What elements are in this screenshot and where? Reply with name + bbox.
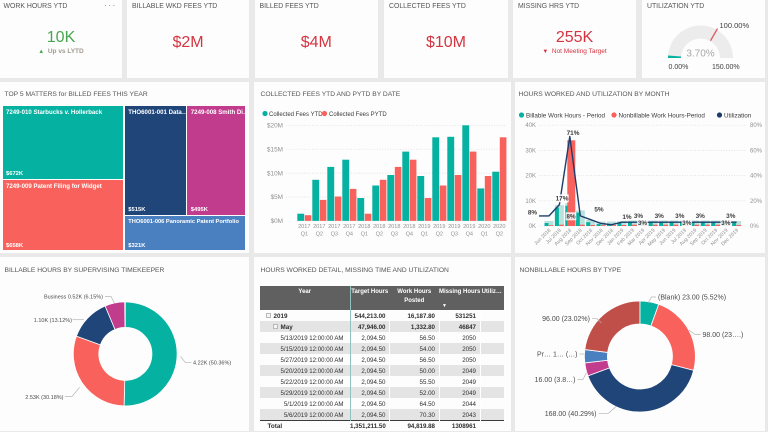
svg-text:$15M: $15M [267,146,283,153]
svg-text:2018: 2018 [388,224,400,230]
svg-text:Business 0.52K (6.15%): Business 0.52K (6.15%) [44,295,103,301]
svg-text:1.10K (13.12%): 1.10K (13.12%) [34,318,72,324]
svg-text:3%: 3% [682,220,692,227]
svg-text:0K: 0K [528,224,535,230]
svg-text:20%: 20% [750,199,763,205]
svg-text:$5M: $5M [270,194,282,201]
svg-text:Q1: Q1 [480,232,487,238]
svg-text:Q4: Q4 [405,232,412,238]
svg-text:Utilization: Utilization [724,113,752,120]
svg-text:2017: 2017 [328,224,340,230]
svg-text:20K: 20K [525,174,536,180]
svg-text:3%: 3% [633,213,643,220]
svg-text:1%: 1% [622,214,632,221]
svg-text:80%: 80% [750,123,763,129]
svg-text:0.00%: 0.00% [669,64,689,71]
svg-text:2019: 2019 [463,224,475,230]
svg-text:Q1: Q1 [360,232,367,238]
svg-text:Q1: Q1 [300,232,307,238]
svg-text:17%: 17% [555,196,568,203]
svg-text:98.00 (23….): 98.00 (23….) [702,332,743,339]
svg-text:40K: 40K [525,123,536,129]
svg-text:Q2: Q2 [375,232,382,238]
svg-text:168.00 (40.29%): 168.00 (40.29%) [544,411,596,418]
svg-text:2020: 2020 [493,224,505,230]
svg-text:5%: 5% [594,207,604,214]
svg-text:2020: 2020 [478,224,490,230]
svg-text:$10M: $10M [267,170,283,177]
svg-text:2019: 2019 [433,224,445,230]
svg-text:4.22K (50.36%): 4.22K (50.36%) [193,361,231,367]
svg-text:Q2: Q2 [435,232,442,238]
svg-text:150.00%: 150.00% [712,64,740,71]
svg-text:Q2: Q2 [495,232,502,238]
svg-text:(Blank) 23.00 (5.52%): (Blank) 23.00 (5.52%) [658,295,726,302]
svg-text:Q2: Q2 [315,232,322,238]
svg-text:40%: 40% [750,174,763,180]
svg-text:100.00%: 100.00% [720,21,750,30]
svg-text:Pr… 1… (…): Pr… 1… (…) [537,352,577,359]
svg-text:3%: 3% [637,220,647,227]
svg-text:2018: 2018 [358,224,370,230]
svg-text:Q3: Q3 [330,232,337,238]
svg-text:2017: 2017 [298,224,310,230]
svg-text:Collected Fees PYTD: Collected Fees PYTD [329,112,387,118]
svg-text:Q3: Q3 [450,232,457,238]
svg-text:3%: 3% [726,213,736,220]
svg-text:3%: 3% [654,213,664,220]
svg-text:2018: 2018 [403,224,415,230]
svg-text:Nonbillable Work Hours-Period: Nonbillable Work Hours-Period [618,113,705,120]
svg-text:60%: 60% [750,148,763,154]
svg-text:Q4: Q4 [345,232,352,238]
svg-text:2017: 2017 [313,224,325,230]
svg-text:3%: 3% [695,213,705,220]
svg-text:8%: 8% [527,209,537,216]
svg-text:$20M: $20M [267,123,283,130]
svg-text:3%: 3% [675,213,685,220]
svg-text:71%: 71% [566,130,579,137]
svg-text:2017: 2017 [343,224,355,230]
svg-text:$0M: $0M [270,218,282,225]
svg-text:8%: 8% [566,214,576,221]
svg-text:Billable Work Hours - Period: Billable Work Hours - Period [526,113,605,120]
svg-text:Collected Fees YTD: Collected Fees YTD [269,112,323,118]
svg-text:0%: 0% [750,224,759,230]
svg-text:16.00 (3.8…): 16.00 (3.8…) [534,377,575,384]
svg-text:Q1: Q1 [420,232,427,238]
svg-text:Q3: Q3 [390,232,397,238]
svg-text:3.70%: 3.70% [686,49,714,60]
svg-text:2.53K (30.18%): 2.53K (30.18%) [25,395,63,401]
svg-text:2019: 2019 [418,224,430,230]
svg-text:30K: 30K [525,148,536,154]
svg-text:2018: 2018 [373,224,385,230]
svg-text:10K: 10K [525,199,536,205]
svg-text:2019: 2019 [448,224,460,230]
svg-text:3%: 3% [721,220,731,227]
svg-text:Q4: Q4 [465,232,472,238]
svg-text:96.00 (23.02%): 96.00 (23.02%) [542,316,590,323]
